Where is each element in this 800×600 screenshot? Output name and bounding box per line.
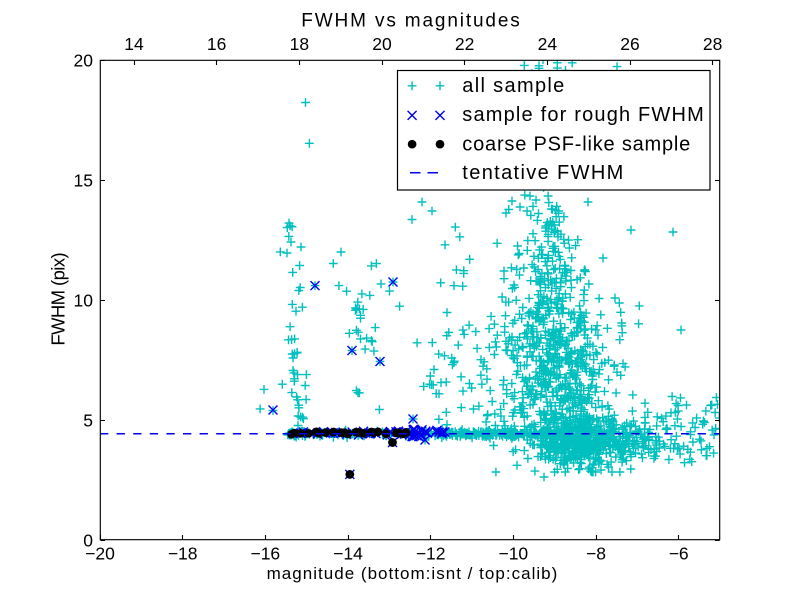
svg-text:16: 16	[207, 34, 226, 54]
svg-text:−20: −20	[85, 544, 115, 564]
svg-text:14: 14	[124, 34, 144, 54]
svg-text:FWHM (pix): FWHM (pix)	[48, 252, 69, 345]
svg-text:−6: −6	[669, 544, 689, 564]
svg-text:20: 20	[74, 51, 94, 71]
svg-text:0: 0	[83, 531, 93, 551]
svg-text:−18: −18	[168, 544, 198, 564]
svg-text:24: 24	[538, 34, 558, 54]
svg-text:26: 26	[620, 34, 639, 54]
svg-text:5: 5	[83, 411, 93, 431]
svg-text:sample for rough FWHM: sample for rough FWHM	[462, 104, 704, 126]
svg-text:22: 22	[455, 34, 474, 54]
svg-text:coarse PSF-like sample: coarse PSF-like sample	[462, 133, 690, 155]
svg-text:18: 18	[290, 34, 309, 54]
svg-text:10: 10	[74, 291, 94, 311]
svg-text:all sample: all sample	[462, 75, 564, 97]
svg-text:FWHM vs magnitudes: FWHM vs magnitudes	[301, 11, 520, 32]
svg-text:−16: −16	[250, 544, 280, 564]
svg-text:tentative FWHM: tentative FWHM	[462, 162, 623, 184]
svg-text:20: 20	[372, 34, 392, 54]
svg-text:−8: −8	[586, 544, 606, 564]
svg-text:28: 28	[703, 34, 722, 54]
svg-text:magnitude (bottom:isnt / top:c: magnitude (bottom:isnt / top:calib)	[267, 564, 558, 583]
svg-text:−14: −14	[333, 544, 363, 564]
svg-text:15: 15	[74, 171, 93, 191]
svg-text:−10: −10	[498, 544, 528, 564]
svg-text:−12: −12	[416, 544, 446, 564]
